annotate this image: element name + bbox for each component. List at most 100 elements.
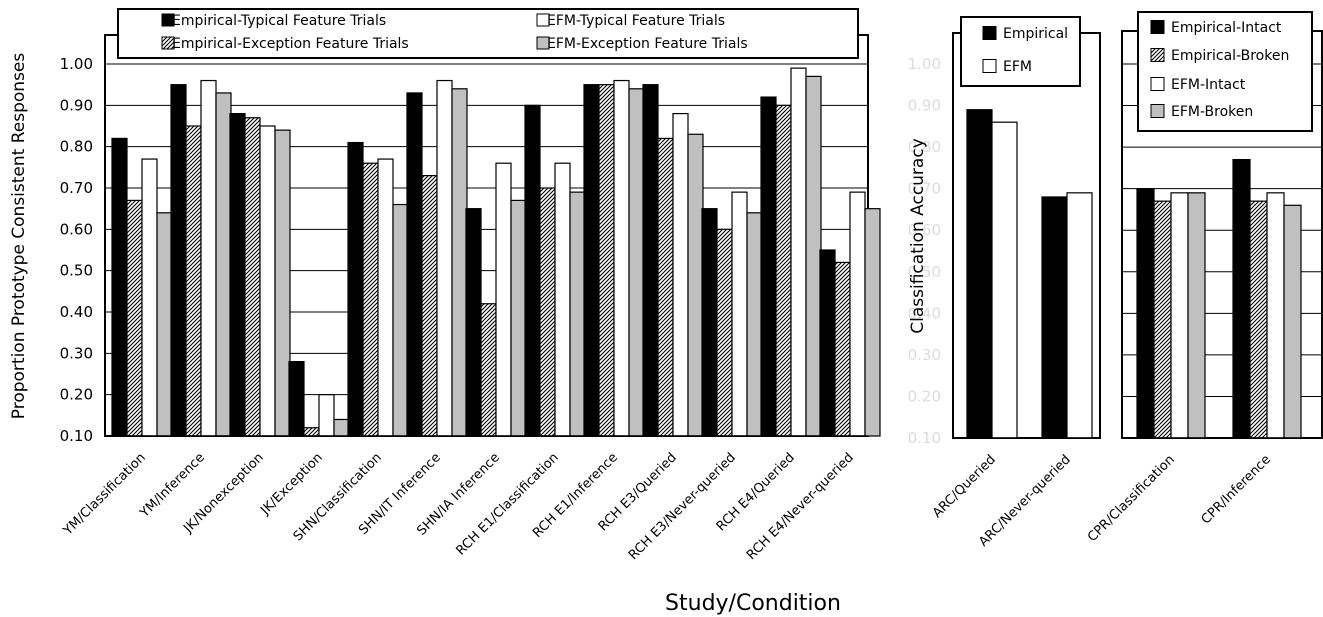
bar (1136, 188, 1155, 439)
category-label: CPR/Classification (1085, 452, 1178, 545)
legend-swatch (161, 13, 175, 27)
bars (111, 67, 1302, 439)
legend-label: Empirical-Broken (1171, 48, 1289, 64)
y-tick-label: 0.40 (908, 304, 941, 322)
legend-box (117, 8, 859, 59)
category-label: RCH E3/Never-queried (626, 450, 739, 563)
bar (1187, 192, 1206, 439)
category-labels: YM/ClassificationYM/InferenceJK/Nonexcep… (60, 450, 1274, 563)
category-label: CPR/Inference (1199, 452, 1274, 527)
y-tick-label: 1.00 (908, 55, 941, 73)
legend-label: Empirical-Typical Feature Trials (172, 13, 386, 29)
bar (554, 162, 571, 437)
bar (716, 228, 733, 437)
category-label: RCH E1/Classification (453, 450, 561, 558)
legend-swatch (982, 26, 997, 40)
bar (141, 158, 158, 437)
bar (805, 75, 822, 437)
legend-box (960, 16, 1081, 87)
bar (185, 125, 202, 437)
bar (746, 212, 763, 437)
bar (864, 208, 881, 437)
y-tick-label: 0.50 (908, 263, 941, 281)
legend-swatch (1150, 104, 1165, 118)
legend-swatch (161, 36, 175, 50)
bar (156, 212, 173, 437)
bar (672, 112, 689, 437)
legend-swatch (536, 13, 550, 27)
category-label: RCH E4/Never-queried (744, 450, 857, 563)
bar (126, 199, 143, 437)
bar (229, 112, 246, 437)
bar (333, 418, 350, 437)
bar (613, 79, 630, 437)
legend-label: EFM (1003, 59, 1032, 75)
y-tick-label: 0.40 (60, 303, 93, 321)
bar (451, 88, 468, 437)
x-axis-title: Study/Condition (665, 591, 841, 616)
bar (392, 203, 409, 437)
tick-labels: 0.10 0.20 0.30 0.40 0.50 0.60 0.70 0.80 0.90 1.00… (60, 55, 941, 447)
legend-swatch (1150, 77, 1165, 91)
bar (170, 84, 187, 437)
bar (598, 84, 615, 437)
bar (775, 104, 792, 437)
legend-label: EFM-Typical Feature Trials (547, 13, 725, 29)
bar (583, 84, 600, 437)
y-tick-label: 0.90 (60, 96, 93, 114)
y-tick-label: 0.30 (60, 344, 93, 362)
legend-swatch (982, 59, 997, 73)
bar (259, 125, 276, 437)
bar (1153, 200, 1172, 439)
y-axis-title-left: Proportion Prototype Consistent Response… (9, 53, 29, 420)
bar (687, 133, 704, 437)
y-tick-label: 0.80 (908, 138, 941, 156)
bar (318, 394, 335, 437)
y-tick-label: 1.00 (60, 55, 93, 73)
legend-box (1137, 11, 1313, 132)
bar (1266, 192, 1285, 439)
y-tick-label: 0.10 (60, 427, 93, 445)
bar (421, 175, 438, 437)
bar (628, 88, 645, 437)
bar (362, 162, 379, 437)
bar (244, 117, 261, 437)
bar (991, 121, 1018, 439)
bar (510, 199, 527, 437)
bar (966, 109, 993, 439)
bar (1170, 192, 1189, 439)
category-label: ARC/Queried (930, 452, 999, 521)
bar (569, 191, 586, 437)
bar (819, 249, 836, 437)
legends: Empirical-Typical Feature Trials Empirica… (117, 8, 1313, 132)
y-tick-label: 0.70 (908, 180, 941, 198)
bar (790, 67, 807, 437)
axes (105, 435, 1322, 439)
bar (406, 92, 423, 437)
bar (539, 187, 556, 437)
legend-label: EFM-Intact (1171, 77, 1246, 93)
bar (1249, 200, 1268, 439)
bar (288, 361, 305, 437)
y-tick-label: 0.60 (60, 220, 93, 238)
bar (1066, 192, 1093, 439)
y-tick-label: 0.30 (908, 346, 941, 364)
category-label: YM/Classification (60, 450, 149, 539)
y-axis-title-middle: Classification Accuracy (908, 138, 928, 334)
legend-swatch (536, 36, 550, 50)
bar (465, 208, 482, 437)
y-tick-label: 0.90 (908, 97, 941, 115)
bar (111, 137, 128, 437)
bar (701, 208, 718, 437)
bar (849, 191, 866, 437)
bar (377, 158, 394, 437)
legend-swatch (1150, 20, 1165, 34)
bar (303, 427, 320, 437)
legend-label: Empirical-Exception Feature Trials (172, 36, 409, 52)
bar (1283, 204, 1302, 439)
y-tick-label: 0.70 (60, 179, 93, 197)
bar (200, 79, 217, 437)
bar (1041, 196, 1068, 439)
y-tick-label: 0.80 (60, 138, 93, 156)
